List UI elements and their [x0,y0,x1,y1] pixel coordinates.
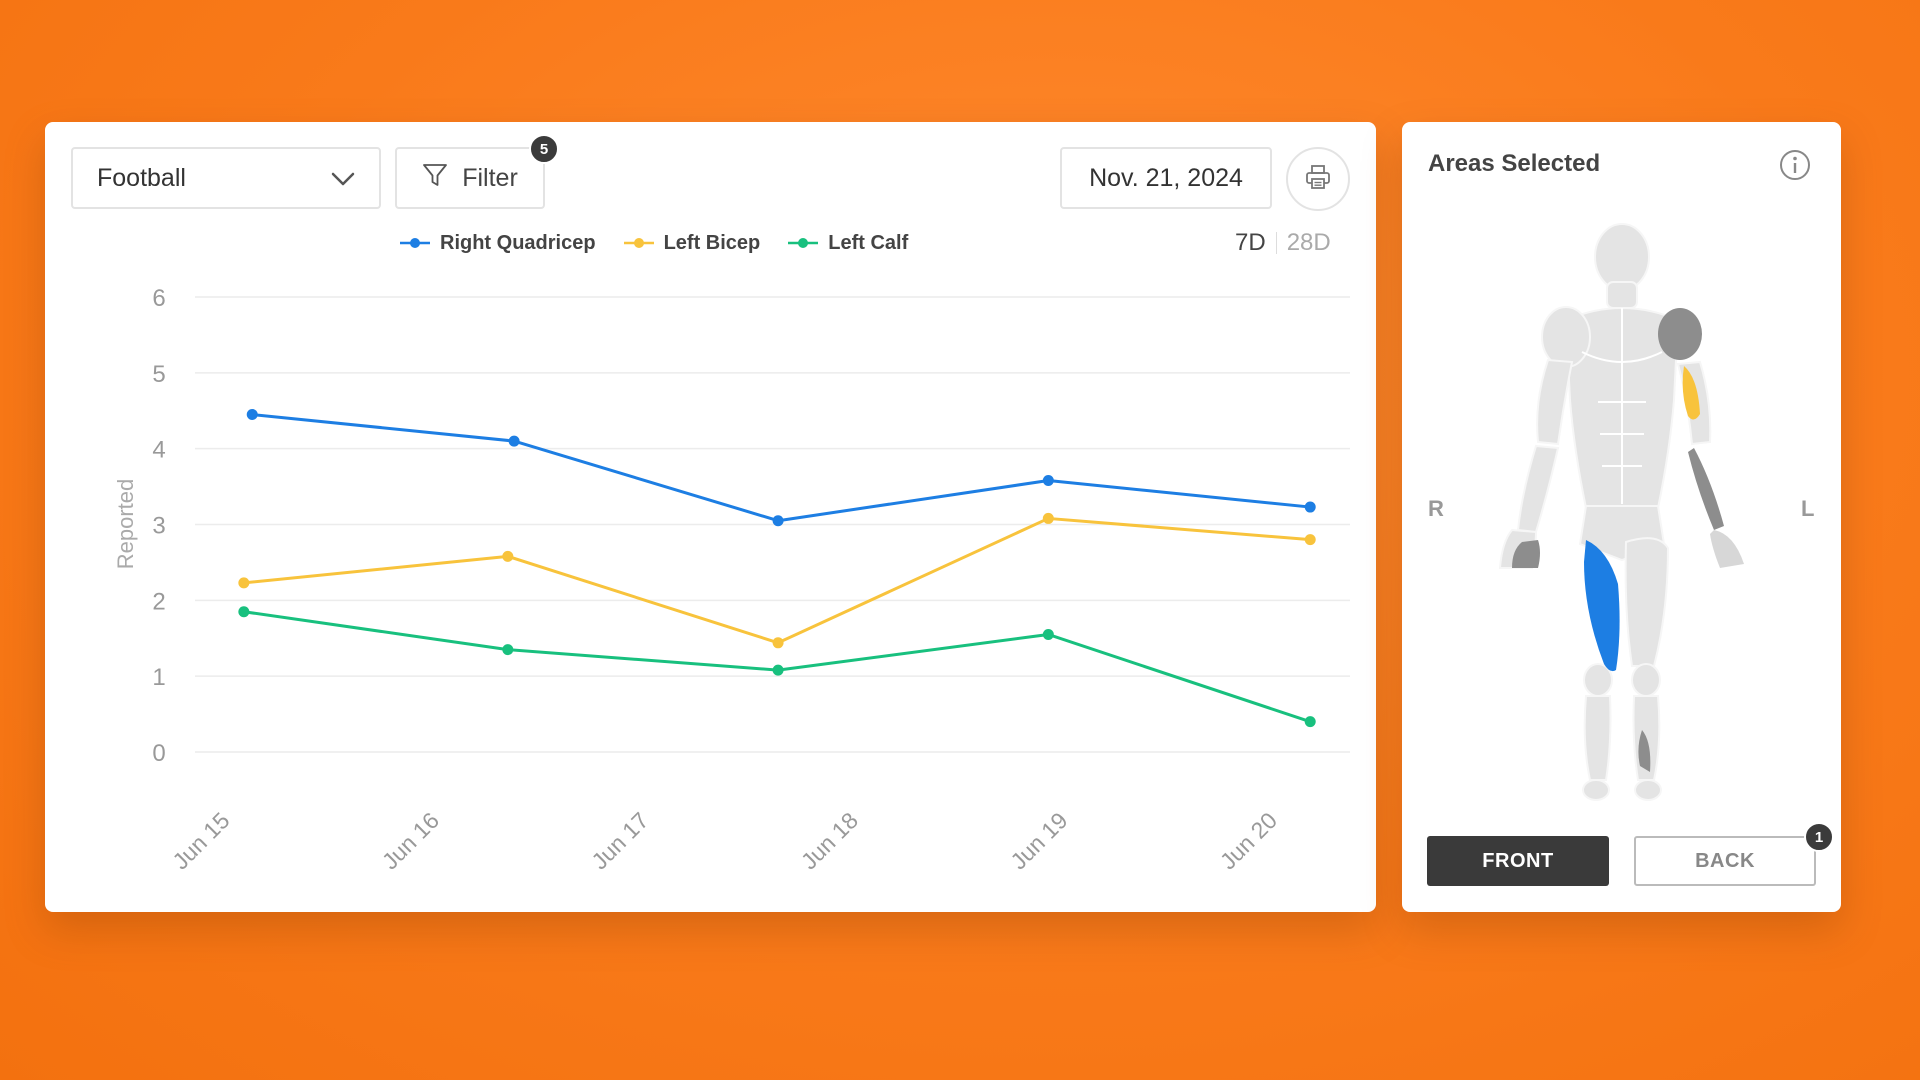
legend-marker-left-bicep [623,238,654,248]
x-tick-label: Jun 17 [586,807,653,874]
body-left-foot[interactable] [1634,779,1662,801]
date-picker[interactable]: Nov. 21, 2024 [1060,147,1272,209]
y-tick-label: 6 [152,285,165,312]
legend-item-left-calf[interactable]: Left Calf [788,232,908,255]
filter-label: Filter [462,163,518,192]
sport-select[interactable]: Football [71,147,381,209]
left-side-label: L [1801,496,1815,521]
data-point [238,577,250,589]
data-point [508,435,520,447]
data-point [1042,475,1054,487]
data-point [772,637,784,649]
body-head[interactable] [1594,223,1650,291]
data-point [238,606,250,618]
data-point [772,664,784,676]
range-option-7d[interactable]: 7D [1235,229,1266,256]
range-divider [1275,232,1277,254]
legend-label: Left Bicep [663,231,761,254]
info-icon[interactable] [1778,148,1812,187]
legend-label: Left Calf [828,231,909,254]
chart-legend: Right Quadricep Left Bicep Left Calf [400,228,908,258]
y-tick-label: 1 [152,664,165,691]
body-left-shin-marked[interactable] [1638,730,1651,772]
x-tick-label: Jun 20 [1215,807,1282,874]
filter-count-badge: 5 [529,134,559,164]
data-point [502,644,514,656]
body-right-shoulder[interactable] [1541,306,1591,368]
body-left-knee[interactable] [1631,663,1661,697]
body-right-forearm[interactable] [1516,444,1560,534]
body-right-foot[interactable] [1582,779,1610,801]
body-right-quadricep-selected[interactable] [1584,540,1620,672]
x-tick-label: Jun 15 [167,807,234,874]
back-view-button[interactable]: BACK [1634,836,1816,886]
y-tick-label: 0 [152,740,165,767]
chevron-down-icon [331,164,355,193]
data-point [502,550,514,562]
data-point [1304,501,1316,513]
legend-item-left-bicep[interactable]: Left Bicep [623,231,761,255]
sport-select-value: Football [97,163,186,192]
x-tick-label: Jun 19 [1005,807,1072,874]
areas-selected-card: Areas Selected R L [1402,122,1841,912]
data-point [1304,716,1316,728]
date-value: Nov. 21, 2024 [1089,163,1243,192]
series-line [252,413,1311,523]
line-chart: 0 1 2 3 4 5 6 Reported Jun 15 Jun 16 Jun 17 Jun 18 J… [113,285,1350,874]
y-tick-label: 4 [152,437,165,464]
right-side-label: R [1428,496,1444,521]
y-axis-label: Reported [113,479,138,570]
body-right-hand-marked[interactable] [1512,540,1540,568]
printer-icon [1304,163,1332,196]
data-point [772,515,784,527]
data-point [1304,534,1316,546]
x-tick-label: Jun 18 [796,807,863,874]
range-toggle: 7D 28D [1235,228,1331,258]
y-tick-label: 5 [152,361,165,388]
filter-button[interactable]: Filter [395,147,545,209]
areas-selected-title: Areas Selected [1428,150,1601,177]
y-tick-label: 3 [152,513,165,540]
body-map-front [1498,223,1744,801]
body-left-shoulder-marked[interactable] [1658,308,1702,360]
front-view-button[interactable]: FRONT [1427,836,1609,886]
body-left-hand[interactable] [1710,530,1744,568]
x-tick-label: Jun 16 [377,807,444,874]
back-count-badge: 1 [1804,822,1834,852]
series-line [243,516,1311,645]
filter-icon [422,162,448,195]
print-button[interactable] [1286,147,1350,211]
legend-item-right-quadricep[interactable]: Right Quadricep [400,232,596,255]
body-neck[interactable] [1606,281,1638,309]
body-left-quadricep[interactable] [1624,537,1670,667]
chart-card: Football Filter 5 Nov. 21, 2024 Right Qu… [45,122,1376,912]
legend-marker-left-calf [788,238,819,248]
body-right-shin[interactable] [1583,695,1612,781]
body-right-bicep[interactable] [1536,358,1574,446]
legend-label: Right Quadricep [440,231,596,254]
body-left-forearm-marked[interactable] [1688,448,1724,530]
y-tick-label: 2 [152,588,165,615]
data-point [1042,628,1054,640]
body-left-bicep-selected[interactable] [1682,366,1700,420]
legend-marker-right-quadricep [400,238,430,248]
data-point [1042,512,1054,524]
data-point [246,409,258,421]
range-option-28d[interactable]: 28D [1286,229,1331,256]
